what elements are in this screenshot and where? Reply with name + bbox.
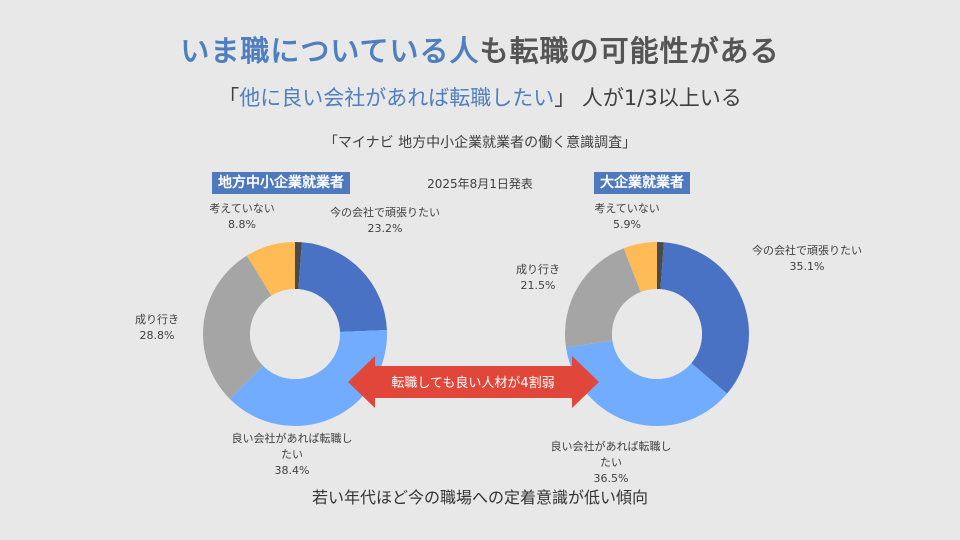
left-label-change-name: 良い会社があれば転職したい [231, 432, 353, 461]
left-label-drift: 成り行き 28.8% [92, 312, 222, 344]
right-label-drift: 成り行き 21.5% [473, 262, 603, 294]
right-label-none-name: 考えていない [594, 202, 660, 215]
right-label-drift-value: 21.5% [520, 279, 556, 292]
left-label-stay-name: 今の会社で頑張りたい [330, 206, 440, 219]
donut-hole [250, 289, 340, 379]
source-citation: 「マイナビ 地方中小企業就業者の働く意識調査」 [323, 135, 637, 151]
publish-date: 2025年8月1日発表 [427, 177, 533, 191]
left-label-change-value: 38.4% [274, 464, 310, 477]
title-highlight: いま職についている人 [180, 34, 480, 68]
donut-slice-large-drift [565, 248, 641, 348]
donut-slice-regional-change [229, 329, 387, 427]
right-label-stay: 今の会社で頑張りたい 35.1% [742, 243, 872, 275]
double-arrow-icon [348, 356, 599, 408]
right-label-drift-name: 成り行き [516, 263, 560, 276]
right-label-change: 良い会社があれば転職したい 36.5% [546, 439, 676, 487]
donut-hole [612, 289, 702, 379]
chart-title-regional: 地方中小企業就業者 [212, 172, 350, 194]
left-label-none-value: 8.8% [228, 218, 256, 231]
right-label-stay-value: 35.1% [789, 260, 825, 273]
arrow-label: 転職しても良い人材が4割弱 [391, 375, 554, 391]
left-label-drift-value: 28.8% [139, 329, 175, 342]
left-label-stay-value: 23.2% [367, 222, 403, 235]
left-label-change: 良い会社があれば転職したい 38.4% [227, 431, 357, 479]
page-title: いま職についている人も転職の可能性がある [0, 28, 960, 70]
footer-note: 若い年代ほど今の職場への定着意識が低い傾向 [311, 488, 648, 507]
right-label-none: 考えていない 5.9% [562, 201, 692, 233]
right-label-none-value: 5.9% [613, 218, 641, 231]
subtitle-highlight: 他に良い会社があれば転職したい [239, 86, 555, 110]
left-label-stay: 今の会社で頑張りたい 23.2% [320, 205, 450, 237]
right-label-change-value: 36.5% [593, 472, 629, 485]
donut-chart-large [565, 242, 749, 426]
slice-separator [295, 242, 302, 290]
donut-slice-regional-stay [298, 242, 387, 333]
title-rest: も転職の可能性がある [479, 34, 780, 68]
donut-slice-large-change [565, 340, 728, 426]
chart-title-large: 大企業就業者 [594, 172, 690, 194]
donut-slice-large-stay [660, 242, 749, 394]
slice-separator [657, 242, 664, 290]
donut-slice-regional-none [246, 242, 295, 296]
left-label-drift-name: 成り行き [135, 313, 179, 326]
right-label-stay-name: 今の会社で頑張りたい [752, 244, 862, 257]
subtitle-rest: 人が1/3以上いる [575, 86, 742, 110]
right-label-change-name: 良い会社があれば転職したい [550, 440, 672, 469]
donut-slice-large-none [623, 242, 657, 293]
page-subtitle: 「他に良い会社があれば転職したい」 人が1/3以上いる [0, 82, 960, 112]
donut-chart-regional [202, 242, 387, 427]
comparison-arrow: 転職しても良い人材が4割弱 [348, 356, 599, 408]
subtitle-close-bracket: 」 [554, 86, 576, 110]
left-label-none-name: 考えていない [209, 202, 275, 215]
donut-slice-regional-drift [202, 255, 272, 399]
left-label-none: 考えていない 8.8% [177, 201, 307, 233]
subtitle-open-bracket: 「 [218, 86, 240, 110]
